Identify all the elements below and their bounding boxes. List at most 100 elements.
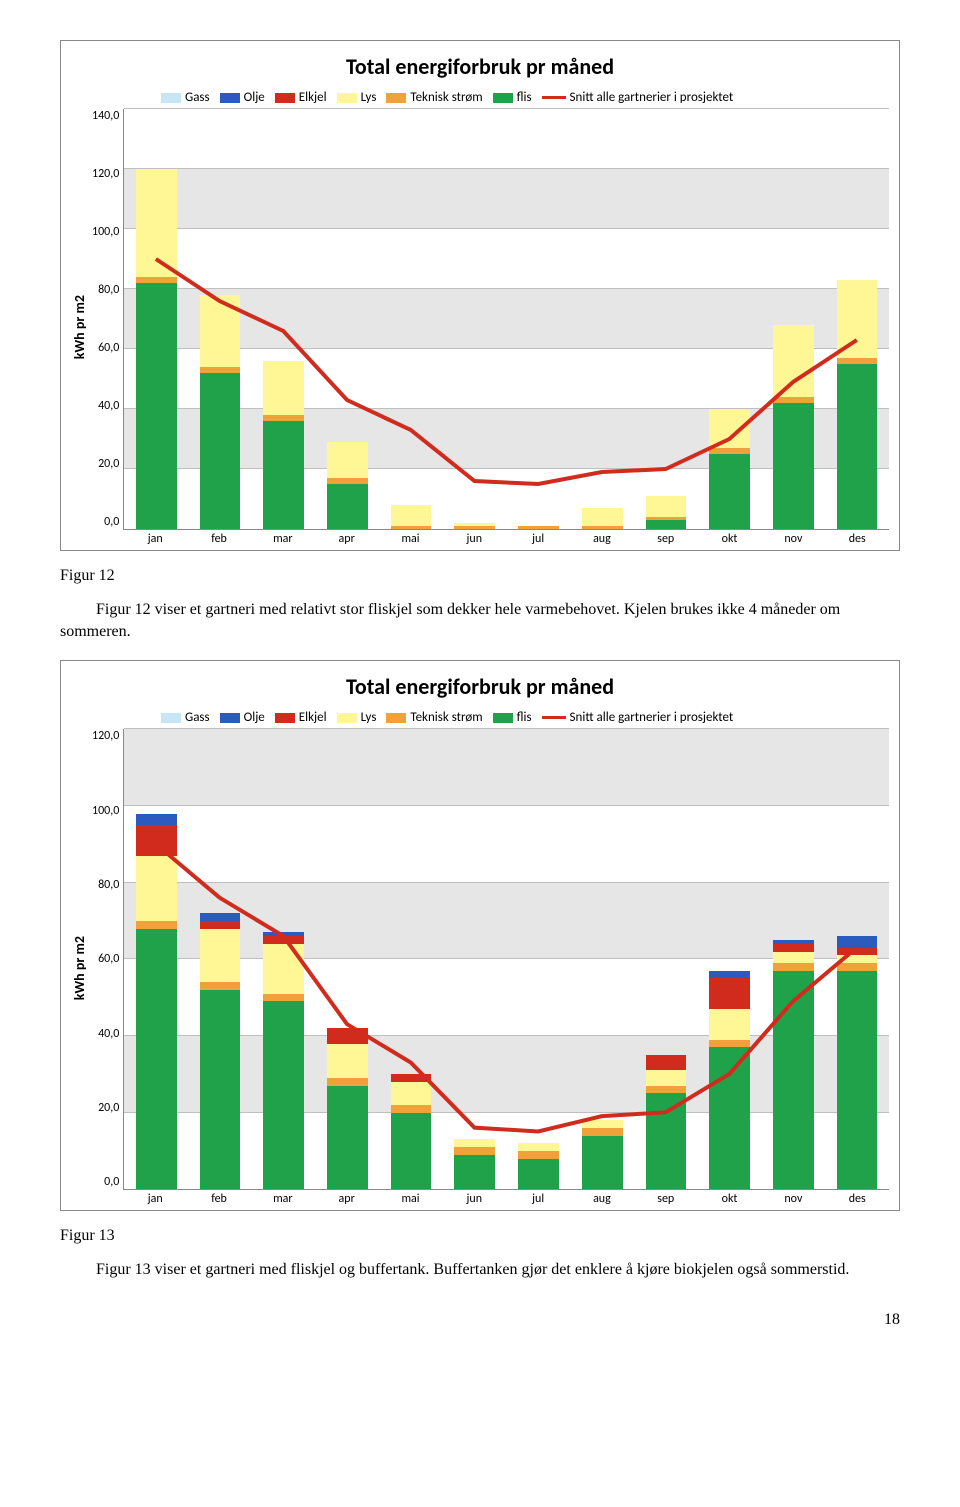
bar-segment-flis <box>646 1093 687 1189</box>
y-tick: 100,0 <box>92 804 119 818</box>
y-tick: 40,0 <box>98 399 119 413</box>
bar-segment-flis <box>200 373 241 529</box>
y-tick: 100,0 <box>92 225 119 239</box>
bar-segment-teknisk <box>773 963 814 971</box>
legend-item-gass: Gass <box>161 710 210 725</box>
x-tick: aug <box>570 1190 634 1206</box>
bar-segment-flis <box>136 929 177 1190</box>
bar-stack <box>646 1055 687 1189</box>
bar-segment-flis <box>327 1086 368 1190</box>
legend-label: flis <box>517 90 532 105</box>
figure13-caption: Figur 13 viser et gartneri med fliskjel … <box>60 1259 900 1281</box>
y-tick: 120,0 <box>92 167 119 181</box>
bar-segment-elkjel <box>837 948 878 956</box>
bar-segment-flis <box>200 990 241 1189</box>
chart2-plot <box>123 729 889 1190</box>
x-tick: jan <box>123 1190 187 1206</box>
bar-segment-flis <box>136 283 177 529</box>
legend-item-elkjel: Elkjel <box>275 710 327 725</box>
legend-item-lys: Lys <box>337 710 377 725</box>
x-tick: mai <box>379 1190 443 1206</box>
bar-slot <box>762 109 826 529</box>
bar-slot <box>507 109 571 529</box>
x-tick: nov <box>761 530 825 546</box>
bar-stack <box>709 409 750 529</box>
legend-label: Lys <box>361 710 377 725</box>
bar-segment-flis <box>709 454 750 529</box>
bar-segment-teknisk <box>263 994 304 1002</box>
x-tick: jul <box>506 530 570 546</box>
bar-segment-lys <box>136 856 177 921</box>
legend-label: flis <box>517 710 532 725</box>
x-tick: aug <box>570 530 634 546</box>
bar-segment-flis <box>709 1047 750 1189</box>
x-tick: apr <box>315 530 379 546</box>
legend-swatch <box>161 93 181 103</box>
legend-swatch <box>275 713 295 723</box>
bar-segment-lys <box>646 496 687 517</box>
bar-slot <box>124 729 188 1189</box>
bar-segment-lys <box>136 169 177 277</box>
bar-segment-teknisk <box>327 1078 368 1086</box>
chart-energy-1: Total energiforbruk pr måned GassOljeElk… <box>60 40 900 551</box>
legend-line-swatch <box>542 716 566 719</box>
y-tick: 20,0 <box>98 1101 119 1115</box>
chart2-ylabel: kWh pr m2 <box>71 936 88 1000</box>
bar-stack <box>518 526 559 529</box>
bar-segment-flis <box>837 971 878 1190</box>
bar-segment-lys <box>773 325 814 397</box>
bar-segment-elkjel <box>327 1028 368 1043</box>
chart1-xticks: janfebmaraprmaijunjulaugsepoktnovdes <box>123 530 889 546</box>
x-tick: mar <box>251 530 315 546</box>
bar-segment-lys <box>263 361 304 415</box>
bar-stack <box>327 442 368 529</box>
bar-stack <box>709 971 750 1189</box>
bar-segment-elkjel <box>646 1055 687 1070</box>
legend-label: Elkjel <box>299 710 327 725</box>
legend-label: Elkjel <box>299 90 327 105</box>
bar-slot <box>188 109 252 529</box>
bar-stack <box>200 295 241 529</box>
bar-slot <box>570 729 634 1189</box>
bar-segment-elkjel <box>391 1074 432 1082</box>
chart1-yticks: 140,0120,0100,080,060,040,020,00,0 <box>92 109 123 529</box>
bar-stack <box>200 913 241 1189</box>
bar-segment-teknisk <box>200 982 241 990</box>
x-tick: sep <box>634 530 698 546</box>
bar-segment-lys <box>391 1082 432 1105</box>
bar-slot <box>825 729 889 1189</box>
legend-item-olje: Olje <box>220 90 265 105</box>
y-tick: 80,0 <box>98 878 119 892</box>
legend-label: Gass <box>185 90 210 105</box>
bar-stack <box>454 1139 495 1189</box>
y-tick: 20,0 <box>98 457 119 471</box>
x-tick: jun <box>442 530 506 546</box>
bar-segment-lys <box>837 280 878 358</box>
figure12-label: Figur 12 <box>60 567 900 585</box>
legend-label: Olje <box>244 90 265 105</box>
bar-stack <box>327 1028 368 1189</box>
bars-container <box>124 729 889 1189</box>
x-tick: mai <box>379 530 443 546</box>
bar-segment-teknisk <box>837 963 878 971</box>
bar-segment-flis <box>327 484 368 529</box>
legend-swatch <box>337 713 357 723</box>
bar-stack <box>391 1074 432 1189</box>
bar-segment-flis <box>391 1113 432 1190</box>
legend-label: Olje <box>244 710 265 725</box>
bar-slot <box>188 729 252 1189</box>
bar-segment-elkjel <box>773 944 814 952</box>
bar-slot <box>315 729 379 1189</box>
bar-segment-olje <box>200 913 241 921</box>
bar-stack <box>773 940 814 1189</box>
bar-segment-teknisk <box>709 1040 750 1048</box>
legend-line-swatch <box>542 96 566 99</box>
bar-segment-lys <box>327 442 368 478</box>
bar-slot <box>252 109 316 529</box>
legend-item-teknisk strøm: Teknisk strøm <box>386 710 482 725</box>
bar-segment-lys <box>454 1139 495 1147</box>
bar-slot <box>443 109 507 529</box>
bar-slot <box>634 109 698 529</box>
bar-segment-flis <box>646 520 687 529</box>
bar-segment-flis <box>518 1159 559 1190</box>
